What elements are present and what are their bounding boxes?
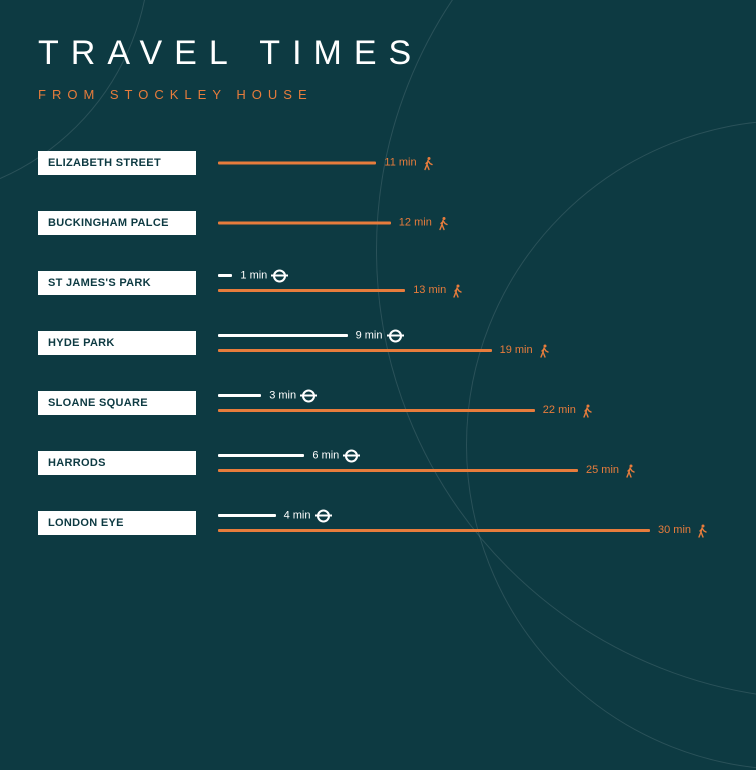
walk-time-text: 11 min: [384, 158, 416, 169]
tube-icon: [273, 269, 286, 282]
walk-time-text: 12 min: [399, 218, 432, 229]
walk-icon: [452, 284, 463, 298]
destination-label: ST JAMES'S PARK: [38, 271, 196, 295]
destination-label: HARRODS: [38, 451, 196, 475]
bars-container: 4 min 30 min: [218, 506, 718, 540]
tube-bar: 4 min: [218, 514, 276, 517]
walk-time-text: 13 min: [413, 285, 446, 296]
destination-row: ELIZABETH STREET 11 min: [38, 146, 718, 180]
walk-icon: [423, 156, 434, 170]
page-title: TRAVEL TIMES: [38, 34, 718, 73]
travel-times-chart: ELIZABETH STREET 11 min BUCKINGHAM PALCE: [38, 146, 718, 540]
tube-time-text: 6 min: [312, 450, 339, 461]
walk-bar: 13 min: [218, 289, 405, 292]
walk-bar: 22 min: [218, 409, 535, 412]
walk-time: 13 min: [405, 284, 463, 298]
tube-time: 4 min: [276, 509, 330, 522]
tube-bar: 3 min: [218, 394, 261, 397]
bars-container: 11 min: [218, 146, 718, 180]
tube-bar: 9 min: [218, 334, 348, 337]
walk-bar: 30 min: [218, 529, 650, 532]
walk-time: 25 min: [578, 464, 636, 478]
destination-label: HYDE PARK: [38, 331, 196, 355]
walk-icon: [582, 404, 593, 418]
walk-time-text: 19 min: [500, 345, 533, 356]
destination-label: SLOANE SQUARE: [38, 391, 196, 415]
bars-container: 3 min 22 min: [218, 386, 718, 420]
destination-row: BUCKINGHAM PALCE 12 min: [38, 206, 718, 240]
walk-bar: 25 min: [218, 469, 578, 472]
tube-bar: 6 min: [218, 454, 304, 457]
walk-time: 19 min: [492, 344, 550, 358]
walk-icon: [438, 216, 449, 230]
tube-icon: [345, 449, 358, 462]
walk-time: 22 min: [535, 404, 593, 418]
destination-row: HYDE PARK 9 min 19 min: [38, 326, 718, 360]
destination-label: ELIZABETH STREET: [38, 151, 196, 175]
tube-time-text: 9 min: [356, 330, 383, 341]
destination-row: HARRODS 6 min 25 min: [38, 446, 718, 480]
tube-time-text: 1 min: [240, 270, 267, 281]
tube-icon: [302, 389, 315, 402]
tube-time: 1 min: [232, 269, 286, 282]
tube-time-text: 4 min: [284, 510, 311, 521]
walk-time-text: 30 min: [658, 525, 691, 536]
walk-bar: 12 min: [218, 222, 391, 225]
walk-time-text: 25 min: [586, 465, 619, 476]
walk-icon: [625, 464, 636, 478]
destination-label: LONDON EYE: [38, 511, 196, 535]
walk-icon: [539, 344, 550, 358]
walk-bar: 19 min: [218, 349, 492, 352]
bars-container: 6 min 25 min: [218, 446, 718, 480]
bars-container: 12 min: [218, 206, 718, 240]
tube-icon: [389, 329, 402, 342]
walk-bar: 11 min: [218, 162, 376, 165]
destination-row: SLOANE SQUARE 3 min 22 min: [38, 386, 718, 420]
tube-bar: 1 min: [218, 274, 232, 277]
tube-time: 6 min: [304, 449, 358, 462]
walk-time: 11 min: [376, 156, 433, 170]
bars-container: 1 min 13 min: [218, 266, 718, 300]
tube-time: 3 min: [261, 389, 315, 402]
page-subtitle: FROM STOCKLEY HOUSE: [38, 87, 718, 102]
destination-label: BUCKINGHAM PALCE: [38, 211, 196, 235]
walk-icon: [697, 524, 708, 538]
walk-time: 30 min: [650, 524, 708, 538]
tube-icon: [317, 509, 330, 522]
destination-row: LONDON EYE 4 min 30 min: [38, 506, 718, 540]
bars-container: 9 min 19 min: [218, 326, 718, 360]
walk-time: 12 min: [391, 216, 449, 230]
tube-time: 9 min: [348, 329, 402, 342]
destination-row: ST JAMES'S PARK 1 min 13 min: [38, 266, 718, 300]
tube-time-text: 3 min: [269, 390, 296, 401]
walk-time-text: 22 min: [543, 405, 576, 416]
